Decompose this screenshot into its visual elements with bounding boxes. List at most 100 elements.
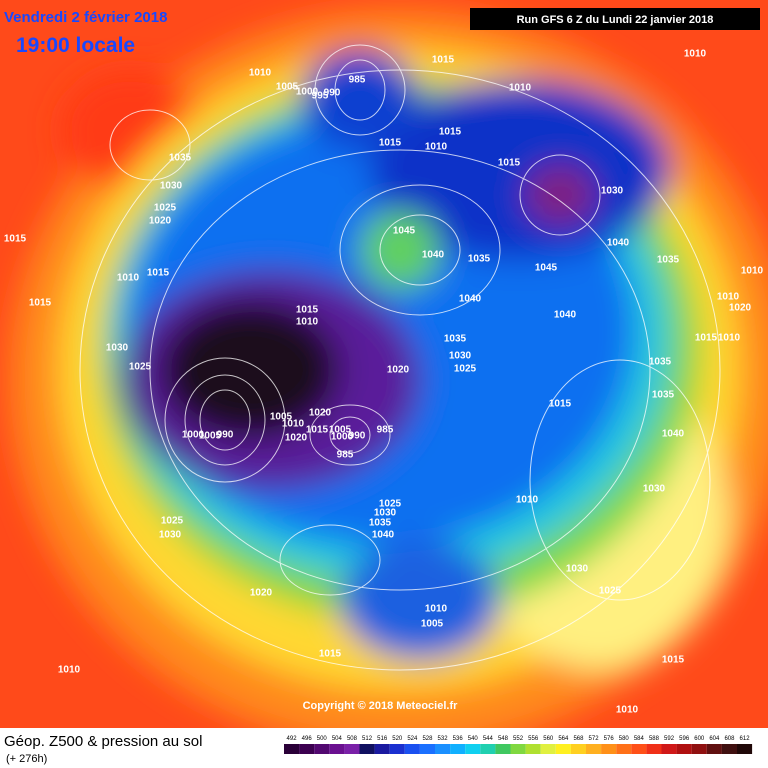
legend-label: 568 <box>573 736 584 742</box>
legend-label: 536 <box>453 736 464 742</box>
isobar-label: 990 <box>324 88 341 99</box>
footer-subtitle: (+ 276h) <box>6 753 47 765</box>
isobar-label: 1015 <box>29 298 52 309</box>
legend-swatch <box>450 744 466 754</box>
isobar-label: 1020 <box>309 408 332 419</box>
legend-label: 496 <box>302 736 313 742</box>
legend-label: 544 <box>483 736 494 742</box>
isobar-label: 1035 <box>649 357 672 368</box>
legend-swatch <box>299 744 315 754</box>
isobar-label: 1045 <box>535 263 558 274</box>
legend-swatch <box>314 744 330 754</box>
isobar-label: 1035 <box>657 255 680 266</box>
legend-swatch <box>646 744 662 754</box>
isobar-label: 1010 <box>296 317 319 328</box>
isobar-label: 1025 <box>379 499 402 510</box>
legend-label: 508 <box>347 736 358 742</box>
isobar-label: 1035 <box>652 390 675 401</box>
isobar-label: 1005 <box>270 412 293 423</box>
isobar-label: 1010 <box>741 266 764 277</box>
isobar-label: 1010 <box>509 83 532 94</box>
isobar-label: 1040 <box>554 310 577 321</box>
isobar-label: 1015 <box>549 399 572 410</box>
isobar-label: 1000 <box>331 432 354 443</box>
isobar-label: 1000 <box>182 430 205 441</box>
isobar-label: 1005 <box>199 431 222 442</box>
legend-swatch <box>389 744 405 754</box>
legend-label: 604 <box>709 736 720 742</box>
legend-swatch <box>555 744 571 754</box>
legend-swatch <box>586 744 602 754</box>
isobar-labels: 1010100510009959909851015101010101035103… <box>4 49 764 716</box>
isobar-label: 1005 <box>421 619 444 630</box>
legend-swatch <box>691 744 707 754</box>
legend-label: 560 <box>543 736 554 742</box>
legend-label: 500 <box>317 736 328 742</box>
legend-label: 512 <box>362 736 373 742</box>
legend-swatch <box>329 744 345 754</box>
isobar-label: 1030 <box>449 351 472 362</box>
isobar-label: 1005 <box>329 425 352 436</box>
legend-label: 528 <box>422 736 433 742</box>
legend-label: 612 <box>740 736 751 742</box>
legend-label: 552 <box>513 736 524 742</box>
isobar-label: 1015 <box>498 158 521 169</box>
isobar-label: 1020 <box>250 588 273 599</box>
legend-swatch <box>601 744 617 754</box>
legend-swatch <box>570 744 586 754</box>
isobar-label: 985 <box>377 425 394 436</box>
height-field <box>10 10 768 728</box>
isobar-label: 1025 <box>129 362 152 373</box>
isobar-label: 1010 <box>117 273 140 284</box>
isobar-label: 1025 <box>161 516 184 527</box>
isobar-label: 1025 <box>599 586 622 597</box>
legend-label: 524 <box>407 736 418 742</box>
isobar-label: 1030 <box>601 186 624 197</box>
time: 19:00 locale <box>16 34 135 57</box>
isobar-label: 1035 <box>169 153 192 164</box>
copyright: Copyright © 2018 Meteociel.fr <box>303 700 459 712</box>
legend-label: 564 <box>558 736 569 742</box>
legend-swatch <box>706 744 722 754</box>
isobar-label: 1040 <box>662 429 685 440</box>
legend-swatch <box>435 744 451 754</box>
isobar-label: 1010 <box>516 495 539 506</box>
legend-swatch <box>661 744 677 754</box>
legend-label: 504 <box>332 736 343 742</box>
legend-swatch <box>374 744 390 754</box>
isobar-label: 1015 <box>662 655 685 666</box>
isobar-label: 1020 <box>387 365 410 376</box>
isobar-label: 1020 <box>285 433 308 444</box>
isobar-label: 1030 <box>566 564 589 575</box>
map: 1010100510009959909851015101010101035103… <box>0 0 768 728</box>
legend-label: 540 <box>468 736 479 742</box>
isobar-label: 990 <box>217 430 234 441</box>
legend-swatch <box>284 744 300 754</box>
legend-label: 516 <box>377 736 388 742</box>
isobar-label: 990 <box>349 431 366 442</box>
legend-swatch <box>495 744 511 754</box>
legend-label: 520 <box>392 736 403 742</box>
isobar-label: 1035 <box>468 254 491 265</box>
isobar-label: 1010 <box>684 49 707 60</box>
legend-label: 576 <box>604 736 615 742</box>
isobar-label: 1015 <box>4 234 27 245</box>
isobar-label: 1010 <box>58 665 81 676</box>
isobar-label: 1010 <box>718 333 741 344</box>
isobar-label: 1030 <box>160 181 183 192</box>
isobar-label: 1040 <box>607 238 630 249</box>
isobar-label: 1015 <box>319 649 342 660</box>
isobar-label: 1015 <box>439 127 462 138</box>
isobar-label: 995 <box>312 91 329 102</box>
isobar-label: 1010 <box>616 705 639 716</box>
legend-label: 592 <box>664 736 675 742</box>
isobar-label: 1035 <box>369 518 392 529</box>
legend-swatch <box>404 744 420 754</box>
legend-swatch <box>465 744 481 754</box>
footer: Géop. Z500 & pression au sol (+ 276h) 49… <box>4 733 753 765</box>
legend-label: 580 <box>619 736 630 742</box>
isobar-label: 1010 <box>425 604 448 615</box>
isobars <box>79 44 721 671</box>
date: Vendredi 2 février 2018 <box>4 9 167 26</box>
